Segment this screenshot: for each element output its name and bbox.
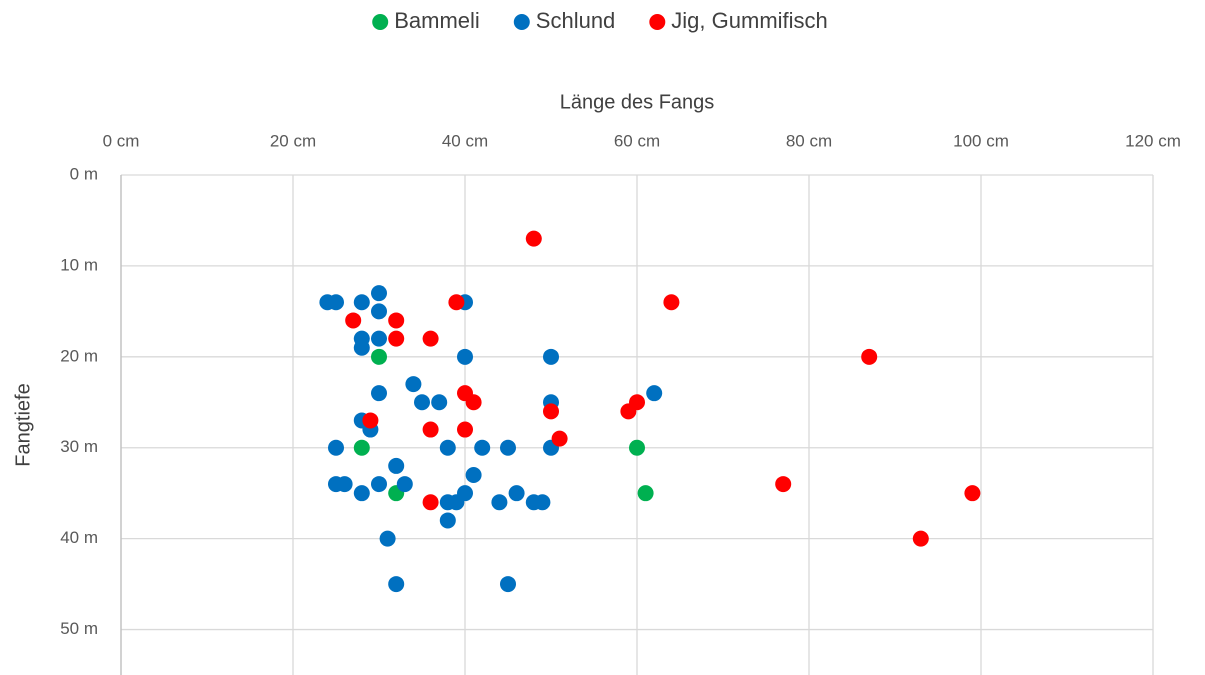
- point: [439, 512, 456, 529]
- point: [663, 294, 680, 311]
- point: [345, 312, 362, 329]
- point: [646, 385, 663, 402]
- point: [371, 348, 387, 365]
- point: [371, 330, 387, 347]
- point: [620, 403, 637, 420]
- point: [448, 494, 465, 511]
- point: [422, 494, 439, 511]
- point: [422, 421, 439, 438]
- x-tick-label: 0 cm: [103, 131, 140, 150]
- point: [964, 485, 981, 502]
- legend-marker: [372, 14, 389, 30]
- y-tick-label: 30 m: [60, 437, 98, 456]
- y-axis-title: Fangtiefe: [12, 383, 34, 466]
- point: [448, 294, 465, 311]
- point: [388, 576, 405, 593]
- x-axis-title: Länge des Fangs: [560, 91, 715, 113]
- point: [629, 439, 645, 456]
- point: [371, 285, 387, 302]
- point: [465, 467, 482, 483]
- point: [500, 576, 516, 593]
- x-tick-label: 60 cm: [614, 131, 660, 150]
- point: [543, 403, 559, 420]
- point: [474, 439, 491, 456]
- point: [534, 494, 551, 511]
- point: [637, 485, 654, 502]
- point: [500, 439, 516, 456]
- x-tick-label: 120 cm: [1125, 131, 1181, 150]
- x-tick-label: 40 cm: [442, 131, 488, 150]
- point: [405, 376, 422, 393]
- point: [491, 494, 508, 511]
- point: [422, 330, 439, 347]
- y-tick-label: 20 m: [60, 346, 98, 365]
- point: [371, 385, 387, 402]
- point: [353, 294, 370, 311]
- point: [353, 485, 370, 502]
- point: [328, 439, 344, 456]
- point: [861, 348, 878, 365]
- point: [439, 439, 456, 456]
- legend-label: Jig, Gummifisch: [671, 8, 827, 33]
- point: [328, 294, 344, 311]
- y-tick-label: 50 m: [60, 619, 98, 638]
- point: [362, 412, 379, 429]
- y-tick-label: 0 m: [70, 164, 98, 183]
- x-tick-label: 80 cm: [786, 131, 832, 150]
- point: [414, 394, 430, 411]
- point: [912, 530, 929, 547]
- point: [379, 530, 396, 547]
- point: [336, 476, 353, 493]
- point: [508, 485, 525, 502]
- point: [465, 394, 482, 411]
- point: [388, 330, 405, 347]
- point: [551, 430, 568, 447]
- legend-label: Bammeli: [394, 8, 480, 33]
- x-tick-label: 20 cm: [270, 131, 316, 150]
- y-tick-label: 40 m: [60, 528, 98, 547]
- point: [388, 312, 405, 329]
- y-tick-label: 10 m: [60, 255, 98, 274]
- point: [431, 394, 448, 411]
- point: [775, 476, 792, 493]
- point: [525, 230, 542, 247]
- point: [543, 348, 559, 365]
- point: [353, 439, 370, 456]
- point: [457, 421, 473, 438]
- point: [396, 476, 413, 493]
- legend-marker: [649, 14, 666, 30]
- legend-label: Schlund: [536, 8, 616, 33]
- x-tick-label: 100 cm: [953, 131, 1009, 150]
- legend-marker: [513, 14, 530, 30]
- point: [371, 303, 387, 320]
- point: [388, 457, 405, 474]
- point: [371, 476, 387, 493]
- point: [457, 348, 473, 365]
- point: [353, 339, 370, 356]
